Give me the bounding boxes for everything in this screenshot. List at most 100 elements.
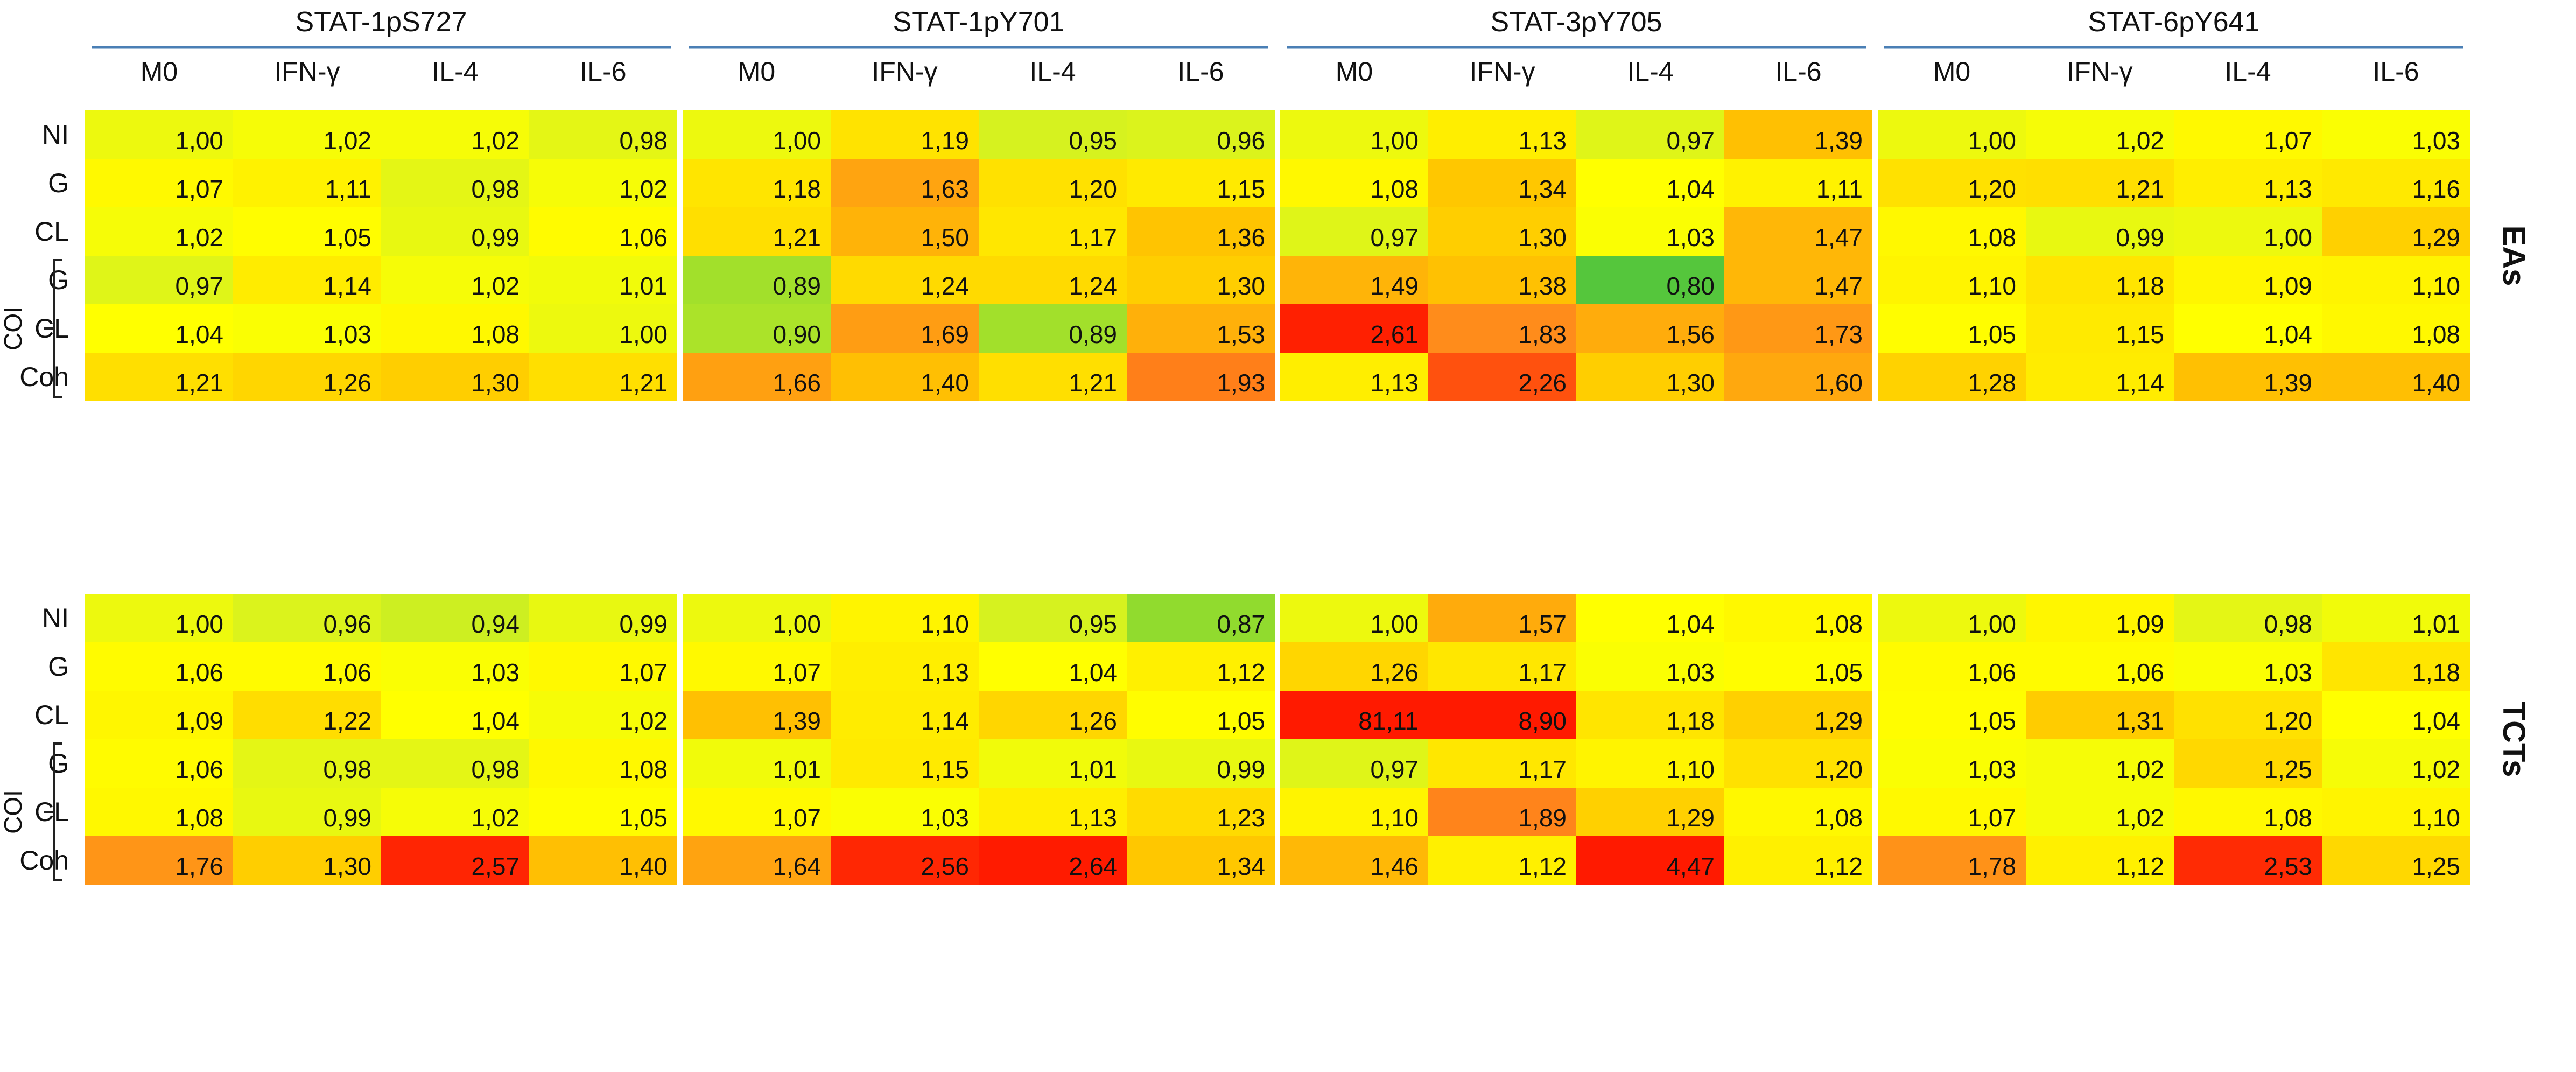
cell-value-label: 1,03 bbox=[2264, 658, 2312, 686]
panel-title: STAT-3pY705 bbox=[1491, 6, 1662, 38]
heatmap-cell bbox=[233, 739, 382, 788]
row-label: Coh bbox=[19, 845, 69, 875]
cell-value-label: 1,08 bbox=[175, 804, 223, 832]
heatmap-cell bbox=[2322, 304, 2470, 353]
heatmap-cell bbox=[2322, 207, 2470, 256]
coi-label: COI bbox=[0, 306, 27, 351]
column-label: M0 bbox=[738, 57, 775, 87]
heatmap-cell bbox=[1280, 110, 1429, 159]
heatmap-cell bbox=[979, 207, 1127, 256]
cell-value-label: 0,99 bbox=[619, 610, 668, 638]
cell-value-label: 1,30 bbox=[471, 369, 520, 397]
heatmap-cell bbox=[2174, 207, 2322, 256]
heatmap-cell bbox=[85, 691, 234, 740]
cell-value-label: 1,20 bbox=[1814, 755, 1863, 783]
heatmap-cell bbox=[1428, 304, 1577, 353]
panel-dividers bbox=[85, 110, 2470, 885]
cell-value-label: 0,89 bbox=[1069, 320, 1117, 348]
row-label: CL bbox=[34, 216, 69, 247]
cell-value-label: 1,78 bbox=[1968, 852, 2016, 880]
heatmap-cell bbox=[979, 110, 1127, 159]
cell-value-label: 1,56 bbox=[1666, 320, 1715, 348]
heatmap-cell bbox=[1428, 836, 1577, 885]
heatmap-cell bbox=[1428, 594, 1577, 643]
heatmap-cell bbox=[233, 836, 382, 885]
cell-value-label: 1,02 bbox=[471, 804, 520, 832]
heatmap-cell bbox=[529, 353, 678, 402]
column-label: IFN-γ bbox=[872, 57, 937, 87]
heatmap-cell bbox=[381, 594, 530, 643]
heatmap-cell bbox=[233, 353, 382, 402]
heatmap-cell bbox=[85, 353, 234, 402]
cell-value-label: 1,89 bbox=[1518, 804, 1567, 832]
heatmap-cell bbox=[2026, 256, 2174, 305]
heatmap-cell bbox=[683, 304, 831, 353]
cell-value-label: 1,73 bbox=[1814, 320, 1863, 348]
section-label: TCTs bbox=[2496, 702, 2531, 777]
heatmap-cell bbox=[1428, 207, 1577, 256]
column-label: IL-4 bbox=[2224, 57, 2271, 87]
heatmap-cell bbox=[1724, 159, 1873, 208]
heatmap-cell bbox=[1724, 353, 1873, 402]
cell-value-label: 1,06 bbox=[175, 658, 223, 686]
cell-value-label: 1,39 bbox=[773, 707, 821, 735]
cell-value-label: 2,61 bbox=[1370, 320, 1419, 348]
cell-value-label: 1,05 bbox=[1814, 658, 1863, 686]
heatmap-cell bbox=[1280, 256, 1429, 305]
heatmap-cell bbox=[1724, 594, 1873, 643]
heatmap-cell bbox=[1280, 739, 1429, 788]
cell-value-label: 1,10 bbox=[2412, 804, 2460, 832]
cell-value-label: 0,90 bbox=[773, 320, 821, 348]
heatmap-cell bbox=[1576, 691, 1725, 740]
heatmap-cell bbox=[1127, 159, 1275, 208]
cell-value-label: 0,80 bbox=[1666, 272, 1715, 300]
heatmap-cell bbox=[1576, 788, 1725, 837]
cell-value-label: 0,97 bbox=[1666, 127, 1715, 155]
cell-value-label: 1,06 bbox=[619, 223, 668, 251]
heatmap-cell bbox=[979, 836, 1127, 885]
heatmap-cell bbox=[2322, 691, 2470, 740]
cell-value-label: 1,76 bbox=[175, 852, 223, 880]
heatmap-cell bbox=[1428, 159, 1577, 208]
row-label: G bbox=[48, 651, 69, 682]
column-label: IL-4 bbox=[1627, 57, 1673, 87]
cell-value-label: 1,00 bbox=[1370, 127, 1419, 155]
heatmap-cell bbox=[683, 739, 831, 788]
cell-value-label: 1,13 bbox=[2264, 175, 2312, 203]
cell-value-label: 1,69 bbox=[921, 320, 969, 348]
heatmap-cell bbox=[2322, 256, 2470, 305]
heatmap-cell bbox=[979, 594, 1127, 643]
cell-value-label: 1,57 bbox=[1518, 610, 1567, 638]
heatmap-cell bbox=[2026, 207, 2174, 256]
heatmap-cell bbox=[1127, 594, 1275, 643]
cell-value-label: 1,25 bbox=[2264, 755, 2312, 783]
heatmap-cell bbox=[1280, 159, 1429, 208]
heatmap-cell bbox=[2174, 836, 2322, 885]
heatmap-cell bbox=[1280, 594, 1429, 643]
cell-value-label: 1,10 bbox=[1968, 272, 2016, 300]
cell-value-label: 1,12 bbox=[1217, 658, 1265, 686]
cell-value-label: 1,24 bbox=[921, 272, 969, 300]
cell-value-label: 1,00 bbox=[619, 320, 668, 348]
cell-value-label: 1,07 bbox=[175, 175, 223, 203]
heatmap-cell bbox=[85, 304, 234, 353]
cell-value-label: 1,13 bbox=[1069, 804, 1117, 832]
coi-label: COI bbox=[0, 790, 27, 834]
cell-value-label: 1,02 bbox=[175, 223, 223, 251]
cell-value-label: 1,40 bbox=[921, 369, 969, 397]
column-label: M0 bbox=[1336, 57, 1373, 87]
heatmap-cell bbox=[979, 159, 1127, 208]
cell-value-label: 1,64 bbox=[773, 852, 821, 880]
column-label: IFN-γ bbox=[2067, 57, 2132, 87]
cell-value-label: 1,08 bbox=[1814, 804, 1863, 832]
heatmap-cell bbox=[1428, 256, 1577, 305]
heatmap-cell bbox=[1724, 739, 1873, 788]
cell-value-label: 0,97 bbox=[1370, 223, 1419, 251]
heatmap-cell bbox=[1280, 691, 1429, 740]
cell-value-label: 1,00 bbox=[1968, 610, 2016, 638]
heatmap-cell bbox=[831, 691, 979, 740]
heatmap-cell bbox=[233, 788, 382, 837]
heatmap-cell bbox=[1576, 353, 1725, 402]
heatmap-cell bbox=[1724, 207, 1873, 256]
heatmap-cell bbox=[831, 159, 979, 208]
